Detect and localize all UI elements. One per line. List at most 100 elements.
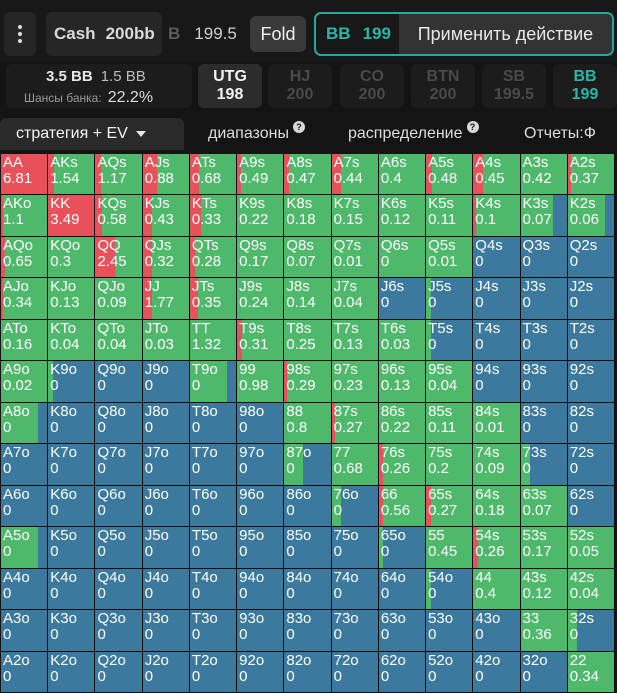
tab-strategy-ev[interactable]: стратегия + EV: [0, 118, 184, 150]
hand-cell[interactable]: 82s 0: [567, 402, 615, 445]
hand-cell[interactable]: 95s 0.04: [426, 361, 474, 403]
hand-cell[interactable]: JTo 0.03: [142, 319, 190, 362]
hand-cell[interactable]: T3s 0: [520, 319, 568, 362]
hand-cell[interactable]: A7o 0: [1, 444, 49, 486]
help-icon[interactable]: ?: [292, 121, 305, 133]
hand-cell[interactable]: T2s 0: [567, 319, 615, 362]
hand-cell[interactable]: 63o 0: [378, 610, 427, 652]
hand-cell[interactable]: 62s 0: [567, 485, 615, 528]
hand-cell[interactable]: 76s 0.26: [378, 444, 427, 486]
hand-cell[interactable]: Q4o 0: [95, 568, 143, 611]
hand-cell[interactable]: T8s 0.25: [284, 319, 332, 362]
hand-cell[interactable]: 52s 0.05: [567, 527, 615, 569]
hand-cell[interactable]: AJs 0.88: [142, 154, 190, 196]
hand-cell[interactable]: A2s 0.37: [567, 154, 615, 196]
hand-cell[interactable]: QJo 0.09: [95, 278, 143, 320]
hand-cell[interactable]: 63s 0.07: [520, 485, 568, 528]
position-utg[interactable]: UTG 198: [198, 64, 262, 108]
hand-cell[interactable]: A9s 0.49: [237, 154, 285, 196]
hand-cell[interactable]: J5s 0: [426, 278, 474, 320]
hand-cell[interactable]: QQ 2.45: [95, 236, 143, 279]
hand-cell[interactable]: AQo 0.65: [1, 236, 49, 279]
hand-cell[interactable]: 65s 0.27: [426, 485, 474, 528]
hand-cell[interactable]: J4o 0: [142, 568, 190, 611]
position-hj[interactable]: HJ 200: [268, 64, 332, 108]
hand-cell[interactable]: 85s 0.11: [426, 402, 474, 445]
hand-cell[interactable]: K2o 0: [48, 651, 96, 693]
hand-cell[interactable]: Q2o 0: [95, 651, 143, 693]
hand-cell[interactable]: A4o 0: [1, 568, 49, 611]
hand-cell[interactable]: J2s 0: [567, 278, 615, 320]
hand-cell[interactable]: Q7o 0: [95, 444, 143, 486]
hand-cell[interactable]: J3s 0: [520, 278, 568, 320]
position-sb[interactable]: SB 199.5: [482, 64, 546, 108]
hand-cell[interactable]: T4s 0: [473, 319, 521, 362]
hand-cell[interactable]: AA 6.81: [1, 154, 49, 196]
hand-cell[interactable]: T5s 0: [426, 319, 474, 362]
hand-cell[interactable]: Q2s 0: [567, 236, 615, 279]
hand-cell[interactable]: 73s 0: [520, 444, 568, 486]
hand-cell[interactable]: Q5s 0.01: [426, 236, 474, 279]
hand-cell[interactable]: 42o 0: [473, 651, 521, 693]
hand-cell[interactable]: 43s 0.12: [520, 568, 568, 611]
hand-cell[interactable]: 42s 0.04: [567, 568, 615, 611]
hand-cell[interactable]: T7o 0: [189, 444, 238, 486]
hand-cell[interactable]: 53o 0: [426, 610, 474, 652]
hand-cell[interactable]: 98o 0: [237, 402, 285, 445]
help-icon[interactable]: ?: [466, 121, 479, 133]
hand-cell[interactable]: 54s 0.26: [473, 527, 521, 569]
hand-cell[interactable]: A8o 0: [1, 402, 49, 445]
hand-cell[interactable]: A5s 0.48: [426, 154, 474, 196]
hand-cell[interactable]: JJ 1.77: [142, 278, 190, 320]
previous-action[interactable]: B 199.5: [168, 12, 250, 56]
hand-cell[interactable]: J5o 0: [142, 527, 190, 569]
hand-cell[interactable]: 62o 0: [378, 651, 427, 693]
hand-cell[interactable]: K7s 0.15: [331, 195, 379, 237]
hand-cell[interactable]: 94o 0: [237, 568, 285, 611]
hand-cell[interactable]: 97s 0.23: [331, 361, 379, 403]
hand-cell[interactable]: K4s 0.1: [473, 195, 521, 237]
hand-cell[interactable]: ATo 0.16: [1, 319, 49, 362]
hand-cell[interactable]: J9o 0: [142, 361, 190, 403]
hand-cell[interactable]: 55 0.45: [426, 527, 474, 569]
hand-cell[interactable]: K8o 0: [48, 402, 96, 445]
hand-cell[interactable]: 32s 0: [567, 610, 615, 652]
tab-distribution[interactable]: распределение ?: [348, 118, 479, 150]
hand-cell[interactable]: 65o 0: [378, 527, 427, 569]
hand-cell[interactable]: J8o 0: [142, 402, 190, 445]
hand-cell[interactable]: J7s 0.04: [331, 278, 379, 320]
hand-cell[interactable]: 82o 0: [284, 651, 332, 693]
hand-cell[interactable]: J6o 0: [142, 485, 190, 528]
hand-cell[interactable]: 43o 0: [473, 610, 521, 652]
hand-cell[interactable]: AJo 0.34: [1, 278, 49, 320]
hand-cell[interactable]: T9s 0.31: [237, 319, 285, 362]
hand-cell[interactable]: 99 0.98: [237, 361, 285, 403]
hand-cell[interactable]: AQs 1.17: [95, 154, 143, 196]
hand-cell[interactable]: A3s 0.42: [520, 154, 568, 196]
hand-cell[interactable]: 98s 0.29: [284, 361, 332, 403]
hand-cell[interactable]: 53s 0.17: [520, 527, 568, 569]
hand-cell[interactable]: J3o 0: [142, 610, 190, 652]
hand-cell[interactable]: 86s 0.22: [378, 402, 427, 445]
hand-cell[interactable]: T8o 0: [189, 402, 238, 445]
hand-cell[interactable]: K6o 0: [48, 485, 96, 528]
hand-cell[interactable]: K3o 0: [48, 610, 96, 652]
hand-cell[interactable]: KK 3.49: [48, 195, 96, 237]
hand-cell[interactable]: Q7s 0.01: [331, 236, 379, 279]
hand-cell[interactable]: AKo 1.1: [1, 195, 49, 237]
hand-cell[interactable]: QTs 0.28: [189, 236, 238, 279]
hand-cell[interactable]: 83s 0: [520, 402, 568, 445]
game-settings-chip[interactable]: Cash 200bb: [46, 12, 162, 56]
hand-cell[interactable]: A6s 0.4: [378, 154, 427, 196]
hand-cell[interactable]: 32o 0: [520, 651, 568, 693]
hand-cell[interactable]: K7o 0: [48, 444, 96, 486]
hand-cell[interactable]: J4s 0: [473, 278, 521, 320]
hand-cell[interactable]: QJs 0.32: [142, 236, 190, 279]
hand-cell[interactable]: 74o 0: [331, 568, 379, 611]
hand-cell[interactable]: A5o 0: [1, 527, 49, 569]
hand-cell[interactable]: KTs 0.33: [189, 195, 238, 237]
hand-cell[interactable]: A9o 0.02: [1, 361, 49, 403]
hand-cell[interactable]: K6s 0.12: [378, 195, 427, 237]
bb-action-amount[interactable]: BB 199: [316, 14, 399, 54]
hand-cell[interactable]: QTo 0.04: [95, 319, 143, 362]
